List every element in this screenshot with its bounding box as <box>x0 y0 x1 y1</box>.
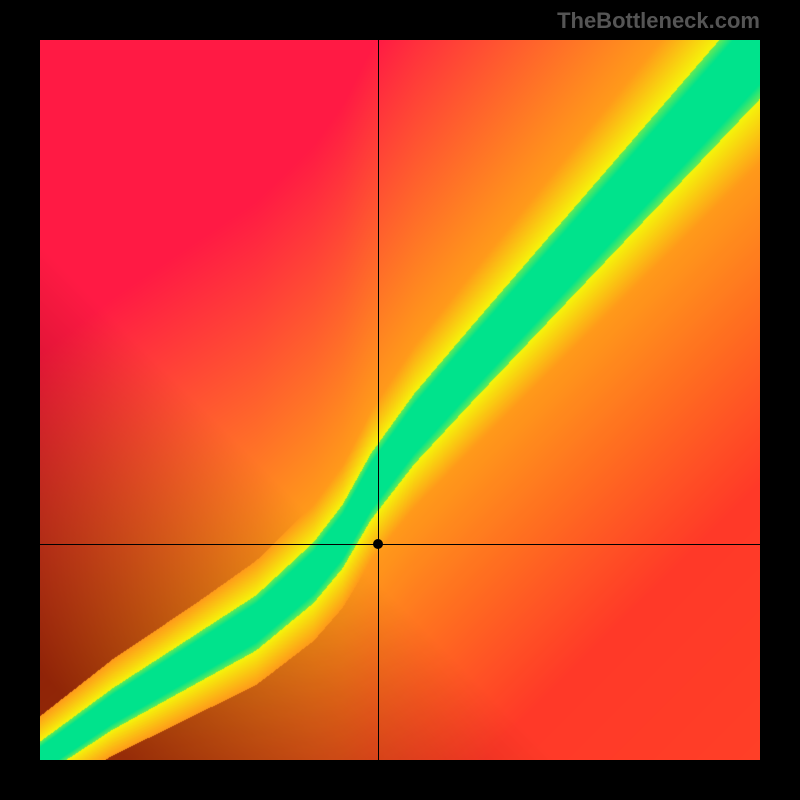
crosshair-vertical <box>378 40 379 760</box>
selection-marker <box>373 539 383 549</box>
watermark-text: TheBottleneck.com <box>557 8 760 34</box>
crosshair-horizontal <box>40 544 760 545</box>
heatmap-canvas <box>40 40 760 760</box>
bottleneck-heatmap <box>40 40 760 760</box>
